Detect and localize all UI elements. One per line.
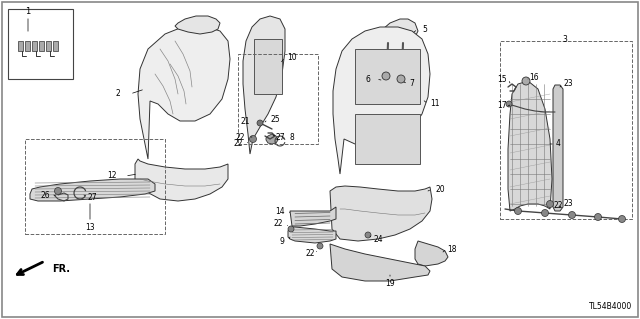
Text: 22: 22 xyxy=(233,139,243,149)
Circle shape xyxy=(506,101,512,107)
Polygon shape xyxy=(138,26,230,159)
Polygon shape xyxy=(175,16,220,34)
Text: 27: 27 xyxy=(275,132,285,142)
Bar xyxy=(238,54,318,144)
Polygon shape xyxy=(32,41,37,51)
Text: 25: 25 xyxy=(270,115,280,123)
Bar xyxy=(355,114,420,164)
Circle shape xyxy=(317,243,323,249)
Text: 22: 22 xyxy=(273,219,283,228)
Text: 15: 15 xyxy=(497,75,507,84)
Polygon shape xyxy=(415,241,448,266)
Text: TL54B4000: TL54B4000 xyxy=(589,302,632,311)
Text: 4: 4 xyxy=(556,139,561,149)
Text: 8: 8 xyxy=(290,132,294,142)
Text: 24: 24 xyxy=(373,234,383,243)
Bar xyxy=(500,41,632,219)
Polygon shape xyxy=(53,41,58,51)
Polygon shape xyxy=(330,244,430,281)
Polygon shape xyxy=(46,41,51,51)
Text: 18: 18 xyxy=(447,244,457,254)
Text: 2: 2 xyxy=(116,90,120,99)
Circle shape xyxy=(618,216,625,222)
Circle shape xyxy=(522,77,530,85)
Circle shape xyxy=(595,213,602,220)
Circle shape xyxy=(382,72,390,80)
Text: 12: 12 xyxy=(108,172,116,181)
Text: 23: 23 xyxy=(563,79,573,88)
Polygon shape xyxy=(18,41,23,51)
Circle shape xyxy=(257,120,263,126)
Text: 22: 22 xyxy=(236,132,244,142)
Text: 3: 3 xyxy=(563,34,568,43)
Text: 11: 11 xyxy=(430,100,440,108)
Polygon shape xyxy=(288,227,336,243)
Text: 13: 13 xyxy=(85,222,95,232)
Polygon shape xyxy=(333,27,430,174)
Text: 6: 6 xyxy=(365,75,371,84)
Polygon shape xyxy=(553,85,563,211)
Text: 19: 19 xyxy=(385,279,395,288)
Polygon shape xyxy=(135,159,228,201)
Polygon shape xyxy=(290,207,336,226)
Polygon shape xyxy=(25,41,30,51)
Text: 22: 22 xyxy=(553,202,563,211)
Text: 17: 17 xyxy=(497,101,507,110)
Circle shape xyxy=(541,210,548,217)
Text: 10: 10 xyxy=(287,53,297,62)
Polygon shape xyxy=(375,19,418,44)
Text: 23: 23 xyxy=(563,199,573,209)
Polygon shape xyxy=(243,16,285,154)
Text: 16: 16 xyxy=(529,72,539,81)
Polygon shape xyxy=(508,81,552,211)
Text: 22: 22 xyxy=(305,249,315,258)
Text: 21: 21 xyxy=(240,116,250,125)
Circle shape xyxy=(365,232,371,238)
Text: 20: 20 xyxy=(435,184,445,194)
Text: FR.: FR. xyxy=(52,264,70,274)
Bar xyxy=(355,49,420,104)
Text: 27: 27 xyxy=(87,192,97,202)
Bar xyxy=(8,9,73,79)
Polygon shape xyxy=(330,186,432,241)
Text: 5: 5 xyxy=(422,25,428,33)
Circle shape xyxy=(397,75,405,83)
Text: 9: 9 xyxy=(280,236,284,246)
Polygon shape xyxy=(39,41,44,51)
Text: 1: 1 xyxy=(26,6,31,16)
Circle shape xyxy=(547,201,554,207)
Bar xyxy=(25,139,165,234)
Circle shape xyxy=(568,211,575,219)
Circle shape xyxy=(250,136,257,143)
Text: 7: 7 xyxy=(410,79,415,88)
Circle shape xyxy=(515,207,522,214)
Text: 14: 14 xyxy=(275,206,285,216)
Bar xyxy=(254,39,282,94)
Circle shape xyxy=(54,188,61,195)
Polygon shape xyxy=(30,179,155,201)
Circle shape xyxy=(288,226,294,232)
Polygon shape xyxy=(266,134,278,144)
Text: 26: 26 xyxy=(40,191,50,201)
